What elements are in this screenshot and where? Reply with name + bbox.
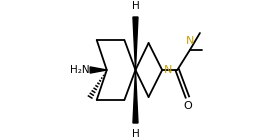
- Polygon shape: [133, 70, 138, 123]
- Text: H: H: [131, 129, 139, 139]
- Text: O: O: [184, 101, 192, 111]
- Text: N: N: [186, 37, 194, 46]
- Text: N: N: [164, 65, 172, 75]
- Polygon shape: [90, 67, 107, 73]
- Text: H₂N: H₂N: [70, 65, 90, 75]
- Text: H: H: [131, 1, 139, 11]
- Polygon shape: [133, 17, 138, 70]
